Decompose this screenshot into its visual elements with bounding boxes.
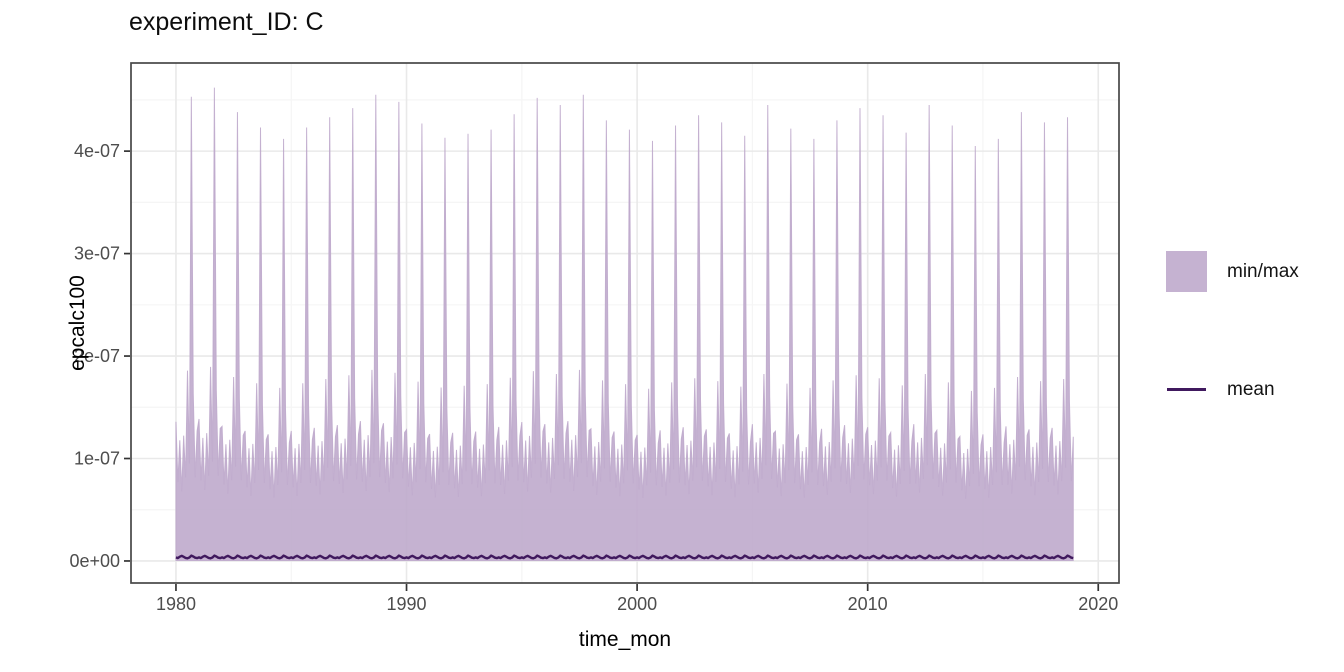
y-tick-label: 0e+00 <box>69 551 120 571</box>
y-axis-title: epcalc100 <box>66 275 89 371</box>
x-tick-label: 1980 <box>156 594 196 614</box>
chart-title: experiment_ID: C <box>129 8 324 36</box>
y-tick-label: 1e-07 <box>74 449 120 469</box>
panel-border <box>130 62 1120 584</box>
y-tick-label: 2e-07 <box>74 346 120 366</box>
mean-key-box <box>1166 369 1207 410</box>
legend-label-minmax: min/max <box>1227 260 1299 282</box>
legend-item-mean: mean <box>1166 369 1275 410</box>
legend-label-mean: mean <box>1227 378 1275 400</box>
mean-line <box>175 554 1074 560</box>
x-tick-label: 2020 <box>1078 594 1118 614</box>
y-tick-label: 4e-07 <box>74 141 120 161</box>
x-tick-label: 1990 <box>387 594 427 614</box>
x-axis-title: time_mon <box>578 628 672 651</box>
x-tick-label: 2010 <box>848 594 888 614</box>
minmax-fill-swatch <box>1166 251 1207 292</box>
x-tick-label: 2000 <box>617 594 657 614</box>
mean-line-key <box>1167 388 1206 391</box>
minmax-ribbon <box>175 87 1074 562</box>
y-tick-label: 3e-07 <box>74 244 120 264</box>
legend-item-minmax: min/max <box>1166 251 1299 292</box>
